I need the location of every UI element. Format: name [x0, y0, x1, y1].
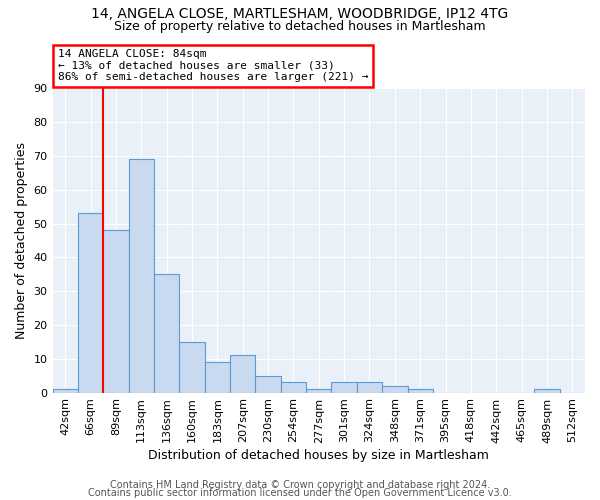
Bar	[407, 389, 433, 392]
Bar	[331, 382, 357, 392]
Bar	[534, 389, 560, 392]
Text: Contains HM Land Registry data © Crown copyright and database right 2024.: Contains HM Land Registry data © Crown c…	[110, 480, 490, 490]
Bar	[154, 274, 179, 392]
Y-axis label: Number of detached properties: Number of detached properties	[15, 142, 28, 339]
Bar	[103, 230, 128, 392]
Bar	[179, 342, 205, 392]
Text: Size of property relative to detached houses in Martlesham: Size of property relative to detached ho…	[114, 20, 486, 33]
Bar	[357, 382, 382, 392]
X-axis label: Distribution of detached houses by size in Martlesham: Distribution of detached houses by size …	[148, 450, 489, 462]
Bar	[53, 389, 78, 392]
Bar	[256, 376, 281, 392]
Bar	[78, 214, 103, 392]
Bar	[382, 386, 407, 392]
Bar	[281, 382, 306, 392]
Bar	[205, 362, 230, 392]
Bar	[306, 389, 331, 392]
Bar	[128, 160, 154, 392]
Text: Contains public sector information licensed under the Open Government Licence v3: Contains public sector information licen…	[88, 488, 512, 498]
Text: 14, ANGELA CLOSE, MARTLESHAM, WOODBRIDGE, IP12 4TG: 14, ANGELA CLOSE, MARTLESHAM, WOODBRIDGE…	[91, 8, 509, 22]
Text: 14 ANGELA CLOSE: 84sqm
← 13% of detached houses are smaller (33)
86% of semi-det: 14 ANGELA CLOSE: 84sqm ← 13% of detached…	[58, 49, 368, 82]
Bar	[230, 356, 256, 393]
